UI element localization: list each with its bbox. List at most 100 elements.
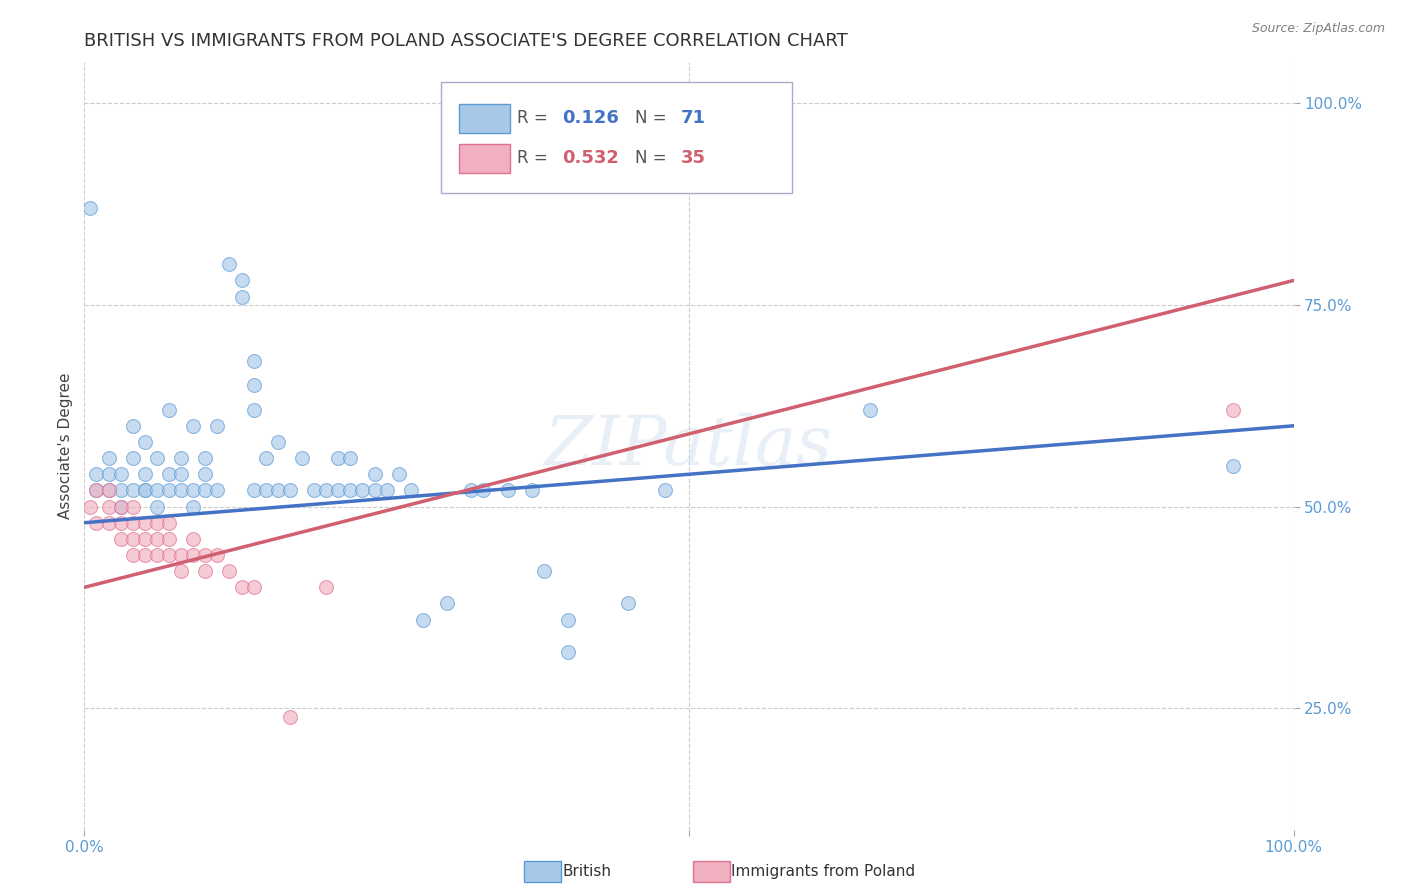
Point (97, 483, 120, 498)
Point (557, 645, 579, 659)
Point (110, 500, 132, 514)
Point (146, 451, 169, 466)
Point (194, 548, 217, 562)
Point (79, 500, 101, 514)
Point (436, 597, 458, 611)
Point (1222, 402, 1244, 417)
Point (194, 451, 217, 466)
Point (194, 483, 217, 498)
Point (121, 500, 143, 514)
Point (121, 451, 143, 466)
Point (79, 201, 101, 215)
Point (207, 418, 229, 433)
Point (412, 613, 434, 627)
Text: BRITISH VS IMMIGRANTS FROM POLAND ASSOCIATE'S DEGREE CORRELATION CHART: BRITISH VS IMMIGRANTS FROM POLAND ASSOCI… (84, 32, 848, 50)
Point (460, 483, 482, 498)
Text: Immigrants from Poland: Immigrants from Poland (731, 864, 915, 879)
Point (520, 483, 543, 498)
Point (242, 580, 264, 594)
Point (121, 418, 143, 433)
Point (315, 483, 337, 498)
Point (181, 500, 204, 514)
Point (146, 548, 169, 562)
Point (170, 548, 193, 562)
Point (181, 532, 204, 546)
Point (291, 451, 314, 466)
Point (218, 564, 240, 578)
Point (97, 467, 120, 482)
Point (207, 483, 229, 498)
Point (157, 548, 180, 562)
Point (181, 483, 204, 498)
Point (134, 516, 156, 530)
Text: Source: ZipAtlas.com: Source: ZipAtlas.com (1251, 22, 1385, 36)
Text: British: British (562, 864, 612, 879)
Point (157, 483, 180, 498)
Point (181, 548, 204, 562)
Point (328, 451, 350, 466)
Point (181, 418, 204, 433)
Point (134, 548, 156, 562)
Point (533, 564, 555, 578)
Point (557, 613, 579, 627)
Point (146, 532, 169, 546)
Point (86, 516, 108, 530)
Point (328, 483, 350, 498)
Text: N =: N = (634, 149, 672, 168)
Point (231, 580, 253, 594)
Point (157, 516, 180, 530)
Point (194, 467, 217, 482)
Point (496, 483, 519, 498)
Point (654, 483, 676, 498)
Point (254, 483, 277, 498)
Point (231, 290, 253, 304)
Point (97, 500, 120, 514)
Point (472, 483, 495, 498)
Point (859, 402, 882, 417)
Point (110, 516, 132, 530)
Point (242, 354, 264, 368)
Point (86, 483, 108, 498)
Point (242, 483, 264, 498)
Point (363, 483, 385, 498)
Point (352, 483, 374, 498)
Point (134, 483, 156, 498)
Point (1222, 459, 1244, 474)
Point (170, 467, 193, 482)
FancyBboxPatch shape (460, 144, 510, 173)
Point (399, 483, 422, 498)
Point (302, 483, 325, 498)
Text: R =: R = (517, 149, 553, 168)
Point (278, 709, 301, 723)
Point (170, 483, 193, 498)
Point (157, 402, 180, 417)
Point (363, 467, 385, 482)
Point (134, 532, 156, 546)
Text: 35: 35 (681, 149, 706, 168)
Point (97, 483, 120, 498)
Point (170, 451, 193, 466)
Point (110, 483, 132, 498)
Point (194, 564, 217, 578)
Point (242, 378, 264, 392)
Text: 0.532: 0.532 (562, 149, 619, 168)
Point (218, 257, 240, 271)
Point (617, 597, 640, 611)
Text: N =: N = (634, 110, 672, 128)
Point (121, 483, 143, 498)
Point (110, 532, 132, 546)
Point (339, 483, 361, 498)
Point (170, 564, 193, 578)
Point (86, 467, 108, 482)
Point (121, 548, 143, 562)
Point (231, 273, 253, 287)
Point (110, 467, 132, 482)
Text: R =: R = (517, 110, 553, 128)
Y-axis label: Associate's Degree: Associate's Degree (58, 373, 73, 519)
FancyBboxPatch shape (441, 81, 792, 193)
Point (134, 434, 156, 449)
Text: 71: 71 (681, 110, 706, 128)
Point (121, 516, 143, 530)
Text: 0.126: 0.126 (562, 110, 619, 128)
Point (146, 483, 169, 498)
